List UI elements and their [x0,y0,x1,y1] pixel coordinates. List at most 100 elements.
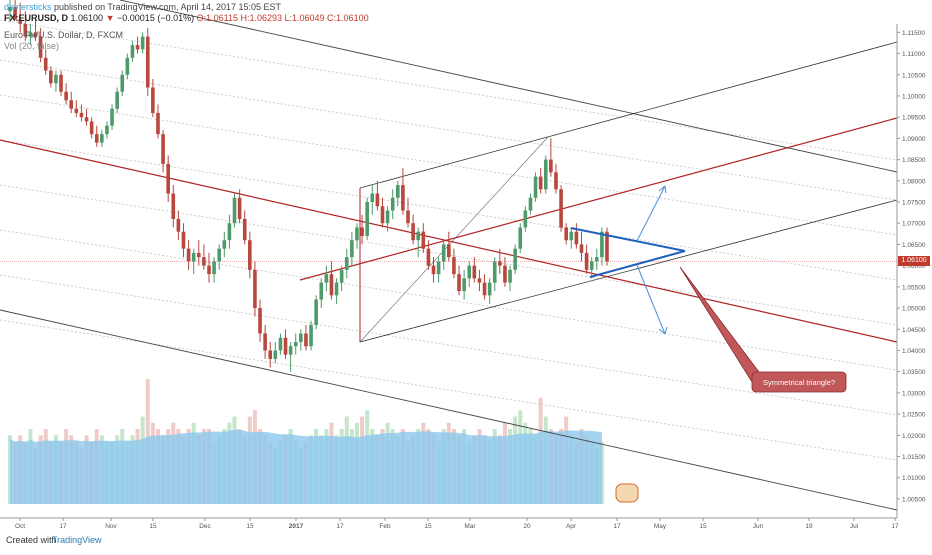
candle-body [105,125,109,135]
candle-body [472,265,477,279]
quote-line: FX:EURUSD, D 1.06100 ▼ −0.00015 (−0.01%)… [4,13,369,23]
price-tick-label: 1.11500 [902,30,925,37]
candle-body [589,261,594,270]
candle-body [207,265,211,275]
down-arrow-icon: ▼ [105,13,115,23]
parallel-line [0,139,898,281]
time-tick-label: Feb [379,523,391,530]
time-tick-label: Oct [15,523,25,530]
candle-body [395,185,400,198]
created-with-label: Created with [6,535,57,545]
candle-body [492,261,497,283]
published-text: published on TradingView.com, April 14, … [51,2,282,12]
candle-body [145,36,150,88]
candle-body [304,333,308,347]
candle-body [482,282,487,296]
candle-body [543,159,548,190]
candle-body [406,210,410,224]
price-tick-label: 1.01500 [902,454,926,461]
parallel-line [0,59,898,201]
callout-text: Symmetrical triangle? [763,378,835,387]
candle-body [161,134,165,164]
candle-body [222,240,227,249]
candle-body [130,45,135,58]
time-tick-label: 19 [805,523,813,530]
candle-body [355,227,359,241]
outer-line [0,309,898,511]
breakout-down-arrow [636,264,666,335]
author-link[interactable]: dinnersticks [4,2,52,12]
candle-body [477,278,482,283]
volume-ma-area [10,429,602,504]
candle-body [79,112,84,118]
candle-body [268,350,273,359]
time-tick-label: 15 [246,523,254,530]
candle-body [569,231,574,241]
price-tick-label: 1.10500 [902,72,926,79]
candle-body [370,193,375,203]
candle-body [508,269,512,283]
parallel-line [0,94,898,236]
candle-body [263,333,267,351]
pitchfork-upper [359,41,898,189]
candle-body [441,244,446,262]
candle-body [166,163,170,194]
candle-body [498,261,502,266]
callout-box [751,371,847,393]
symbol-label: FX:EURUSD, D [4,13,69,23]
time-tick-label: 15 [699,523,707,530]
price-tick-label: 1.10000 [902,93,926,100]
candle-body [319,282,324,300]
candle-body [447,244,451,258]
candle-body [605,231,609,262]
candle-body [431,265,436,275]
candle-body [329,274,334,296]
price-tick-label: 1.01000 [902,475,926,482]
candle-body [8,6,12,12]
candle-body [436,261,441,275]
price-tick-label: 1.09500 [902,115,926,122]
candle-body [18,19,23,24]
price-tick-label: 1.05500 [902,284,926,291]
candle-body [600,231,604,258]
candle-body [380,206,385,224]
price-tick-label: 1.08000 [902,178,926,185]
candle-body [344,257,349,270]
price-tick-label: 1.06500 [902,242,926,249]
parallel-line [0,274,898,416]
tradingview-logo[interactable]: TradingView [52,535,102,545]
candle-body [176,218,181,232]
price-axis-bg [897,24,932,520]
candle-body [421,231,426,249]
time-axis: Oct 17 Nov 15 Dec 15 2017 17 Feb 15 Mar 20 Apr 17 May 1… [0,517,899,530]
candle-body [140,36,145,50]
candle-body [518,227,523,249]
candle-body [253,269,257,309]
candle-body [385,210,390,224]
price-tick-label: 1.04000 [902,348,926,355]
candle-body [554,172,558,190]
time-tick-label: 15 [424,523,432,530]
candles [8,0,609,372]
candle-body [533,176,538,198]
candle-body [299,333,303,342]
candle-body [487,282,492,296]
tradingview-badge-icon [615,483,639,503]
series-title: Euro Fx/U.S. Dollar, D, FXCM [4,30,124,40]
price-tick-label: 1.04500 [902,327,926,334]
candle-body [94,134,99,143]
candle-body [467,265,472,279]
price-tick-label: 1.07000 [902,221,926,228]
candle-body [186,248,191,262]
time-tick-label: 17 [891,523,899,530]
candle-body [64,91,68,101]
candle-body [100,134,104,143]
candle-body [23,23,28,37]
candle-body [549,159,553,173]
candle-body [375,193,380,207]
candle-body [248,240,252,270]
time-tick-label: Mar [464,523,476,530]
triangle-lower [589,250,686,278]
candle-body [232,197,237,224]
callout-pointer [679,266,763,383]
